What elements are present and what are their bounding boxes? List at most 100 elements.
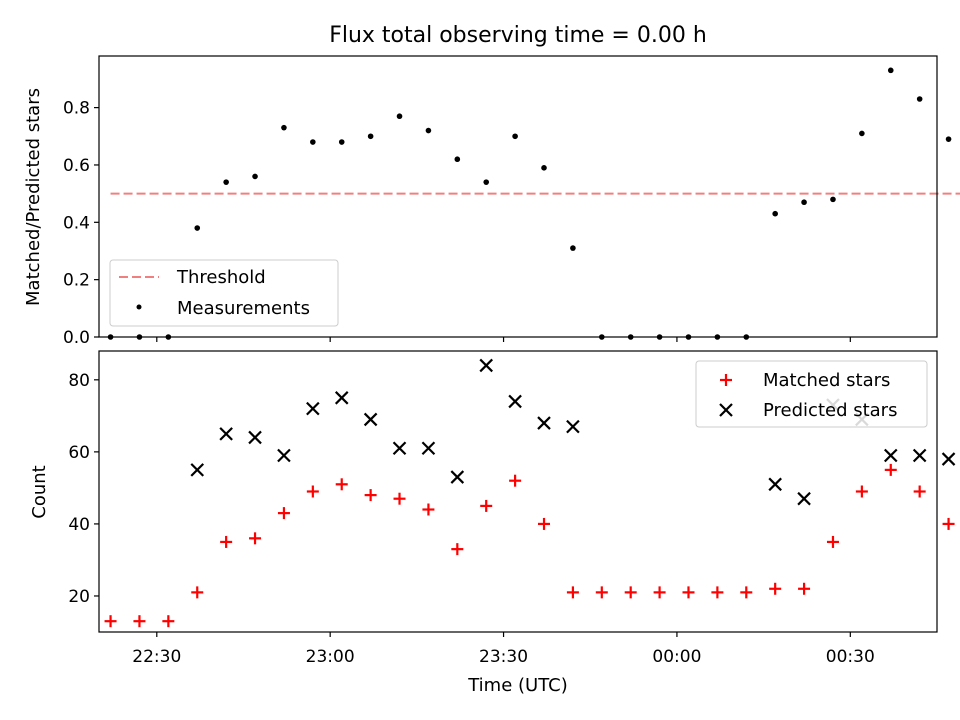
measurement-point (887, 67, 894, 74)
measurement-point (194, 225, 201, 231)
predicted-star-point (306, 401, 320, 416)
measurements-legend-label: Measurements (177, 298, 310, 319)
measurement-point (396, 113, 403, 120)
count-y-axis: 20 40 60 80 (68, 371, 99, 607)
matched-star-point (480, 499, 493, 512)
chart-title: Flux total observing time = 0.00 h (329, 23, 707, 48)
matched-star-point (855, 485, 868, 498)
matched-star-point (249, 532, 262, 545)
ratio-y-axis-label: Matched/Predicted stars (23, 88, 44, 306)
matched-star-point (740, 586, 753, 599)
matched-star-point (277, 507, 290, 520)
ratio-y-tick-label: 0.0 (63, 328, 90, 348)
measurement-point (916, 96, 923, 102)
matched-star-point (942, 517, 955, 530)
measurement-point (425, 127, 432, 134)
matched-star-point (220, 535, 233, 548)
count-y-tick-label: 60 (68, 443, 90, 463)
measurement-point (483, 179, 490, 185)
matched-star-point (104, 615, 117, 628)
matched-star-point (509, 474, 522, 487)
count-plot-area (104, 358, 956, 628)
measurement-point (830, 196, 836, 203)
predicted-star-point (797, 491, 811, 506)
measurement-point (310, 139, 316, 145)
measurement-point (252, 173, 258, 180)
x-tick-label: 23:00 (306, 647, 355, 667)
matched-star-point (769, 582, 782, 595)
ratio-y-tick-label: 0.4 (63, 213, 90, 233)
count-y-tick-label: 80 (68, 371, 90, 391)
matched-star-point (451, 543, 464, 556)
ratio-y-tick-label: 0.6 (63, 156, 90, 176)
matched-star-point (306, 485, 319, 498)
ratio-legend-box (109, 259, 339, 327)
count-y-tick-label: 20 (68, 587, 90, 607)
x-tick-label: 00:30 (826, 647, 875, 667)
predicted-star-point (941, 452, 956, 466)
count-legend-box (695, 360, 928, 428)
predicted-star-point (479, 358, 493, 373)
measurement-point (281, 124, 287, 131)
matched-star-point (422, 503, 435, 516)
predicted-star-point (537, 416, 551, 430)
predicted-star-point (219, 427, 233, 441)
predicted-star-point (363, 412, 378, 427)
matched-star-point (191, 586, 204, 599)
matched-legend-label: Matched stars (763, 370, 890, 391)
matched-star-point (595, 586, 608, 599)
count-x-axis: 22:30 23:00 23:30 00:00 00:30 (132, 632, 875, 667)
predicted-legend-label: Predicted stars (763, 400, 897, 421)
count-y-axis-label: Count (29, 465, 50, 518)
matched-star-point (653, 586, 666, 599)
matched-star-point (162, 615, 175, 628)
x-tick-label: 23:30 (479, 647, 528, 667)
predicted-star-point (392, 441, 407, 456)
matched-star-point (884, 463, 897, 476)
measurement-point (367, 133, 374, 140)
predicted-star-point (768, 477, 782, 492)
measurement-point (801, 199, 807, 206)
predicted-star-point (450, 470, 465, 484)
measurements-legend-swatch (136, 304, 142, 310)
measurement-point (859, 130, 865, 137)
matched-star-point (624, 586, 637, 599)
ratio-x-axis (156, 337, 851, 342)
matched-star-point (335, 478, 348, 491)
measurement-point (945, 136, 952, 142)
count-axes-frame (98, 350, 938, 633)
matched-star-point (538, 517, 551, 530)
ratio-legend: Threshold Measurements (109, 259, 339, 327)
matched-star-point (133, 615, 146, 628)
ratio-y-axis: 0.0 0.2 0.4 0.6 0.8 (63, 99, 99, 348)
predicted-star-point (912, 448, 927, 463)
threshold-legend-label: Threshold (176, 267, 266, 288)
x-tick-label: 00:00 (652, 647, 701, 667)
matched-star-point (798, 582, 811, 595)
predicted-star-point (334, 391, 349, 405)
predicted-star-point (248, 430, 262, 445)
ratio-y-tick-label: 0.2 (63, 271, 90, 291)
predicted-legend-swatch (719, 403, 733, 417)
measurement-point (512, 133, 518, 140)
measurement-point (223, 179, 229, 185)
matched-star-point (711, 586, 724, 599)
predicted-star-point (190, 463, 205, 477)
measurement-point (570, 245, 576, 251)
x-tick-label: 22:30 (132, 647, 181, 667)
count-panel: 20 40 60 80 22:30 23:00 23:30 00:00 00:30 Count… (29, 350, 956, 696)
ratio-plot-area (107, 67, 960, 340)
predicted-star-point (508, 394, 522, 409)
ratio-axes-frame (98, 55, 938, 338)
x-axis-label: Time (UTC) (467, 675, 568, 696)
measurement-point (338, 139, 345, 145)
count-y-tick-label: 40 (68, 515, 90, 535)
predicted-star-point (883, 448, 898, 463)
matched-star-point (826, 535, 839, 548)
predicted-star-point (277, 448, 291, 463)
predicted-star-point (566, 419, 580, 434)
matched-star-point (393, 492, 406, 505)
measurement-point (541, 165, 547, 171)
matched-star-point (682, 586, 695, 599)
